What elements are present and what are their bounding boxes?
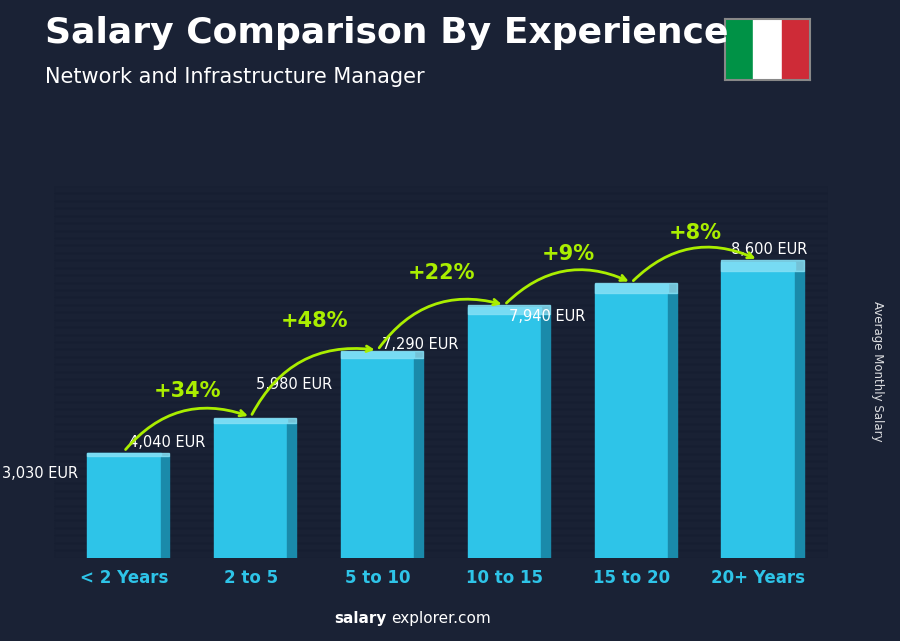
Bar xyxy=(54,194,828,201)
Bar xyxy=(214,419,287,558)
Bar xyxy=(54,253,828,260)
Bar xyxy=(753,19,781,80)
Bar xyxy=(54,297,828,305)
Text: 4,040 EUR: 4,040 EUR xyxy=(129,435,205,450)
Bar xyxy=(54,320,828,327)
Bar xyxy=(54,379,828,387)
Bar xyxy=(781,19,810,80)
Bar xyxy=(54,535,828,543)
Bar xyxy=(54,387,828,394)
Bar xyxy=(54,268,828,275)
Text: Average Monthly Salary: Average Monthly Salary xyxy=(871,301,884,442)
Bar xyxy=(54,208,828,215)
Text: +9%: +9% xyxy=(541,244,594,263)
Text: salary: salary xyxy=(335,611,387,626)
Bar xyxy=(54,238,828,246)
Bar xyxy=(341,352,414,558)
Text: 7,940 EUR: 7,940 EUR xyxy=(509,309,586,324)
Bar xyxy=(54,498,828,506)
Bar xyxy=(54,446,828,454)
Bar xyxy=(54,491,828,498)
Bar xyxy=(54,528,828,535)
Bar xyxy=(414,358,423,558)
Bar xyxy=(87,453,169,456)
Bar xyxy=(54,223,828,231)
Bar xyxy=(54,342,828,349)
Bar xyxy=(87,453,160,558)
Bar xyxy=(54,401,828,409)
Bar xyxy=(54,290,828,297)
Bar xyxy=(287,423,296,558)
Bar xyxy=(54,327,828,335)
Text: 5,980 EUR: 5,980 EUR xyxy=(256,376,332,392)
Bar xyxy=(54,357,828,364)
Bar xyxy=(54,438,828,446)
Bar xyxy=(722,262,795,558)
Bar xyxy=(54,520,828,528)
Bar xyxy=(54,483,828,491)
Bar xyxy=(54,543,828,550)
Text: Salary Comparison By Experience: Salary Comparison By Experience xyxy=(45,16,728,50)
Bar xyxy=(722,260,804,271)
Bar xyxy=(54,372,828,379)
Bar xyxy=(54,246,828,253)
Text: Network and Infrastructure Manager: Network and Infrastructure Manager xyxy=(45,67,425,87)
Text: 7,290 EUR: 7,290 EUR xyxy=(382,337,459,352)
Bar xyxy=(54,335,828,342)
Text: explorer.com: explorer.com xyxy=(392,611,491,626)
Bar xyxy=(54,506,828,513)
Text: 3,030 EUR: 3,030 EUR xyxy=(2,466,78,481)
Bar xyxy=(468,306,550,314)
Bar xyxy=(595,285,668,558)
Text: +22%: +22% xyxy=(407,263,475,283)
Bar xyxy=(54,215,828,223)
Bar xyxy=(54,431,828,438)
Bar xyxy=(795,271,804,558)
Bar xyxy=(54,283,828,290)
Bar xyxy=(54,231,828,238)
Bar xyxy=(668,292,677,558)
Bar xyxy=(54,394,828,401)
Bar xyxy=(724,19,753,80)
Bar xyxy=(54,461,828,469)
Bar xyxy=(54,312,828,320)
Bar xyxy=(160,456,169,558)
Text: +48%: +48% xyxy=(281,311,348,331)
Bar xyxy=(54,349,828,357)
Bar xyxy=(54,305,828,312)
Bar xyxy=(54,409,828,417)
Text: 8,600 EUR: 8,600 EUR xyxy=(731,242,807,258)
Bar xyxy=(341,351,423,358)
Bar xyxy=(54,186,828,194)
Bar xyxy=(54,275,828,283)
Text: +8%: +8% xyxy=(669,222,721,243)
Text: +34%: +34% xyxy=(154,381,221,401)
Bar xyxy=(54,513,828,520)
Bar xyxy=(541,314,550,558)
Bar xyxy=(54,424,828,431)
Bar xyxy=(54,364,828,372)
Bar xyxy=(54,550,828,558)
Bar xyxy=(54,417,828,424)
Bar xyxy=(54,201,828,208)
Bar xyxy=(214,418,296,423)
Bar xyxy=(54,469,828,476)
Bar xyxy=(54,476,828,483)
Bar xyxy=(595,283,677,292)
Bar xyxy=(468,307,541,558)
Bar xyxy=(54,454,828,461)
Bar xyxy=(54,260,828,268)
